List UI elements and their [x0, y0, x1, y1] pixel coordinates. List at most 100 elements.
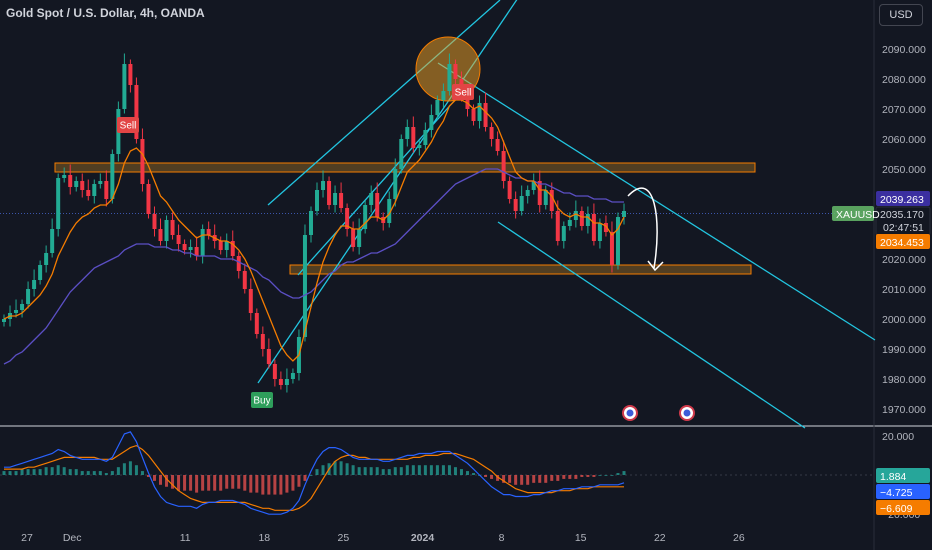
- candle-body: [399, 139, 404, 169]
- macd-histogram-bar: [544, 475, 548, 483]
- candle-body: [104, 181, 109, 199]
- countdown-tag: 02:47:51: [883, 222, 924, 234]
- macd-histogram-bar: [399, 467, 403, 475]
- candle-body: [315, 190, 320, 211]
- macd-histogram-bar: [351, 465, 355, 475]
- sell-signal-label: Sell: [120, 121, 137, 132]
- macd-histogram-bar: [508, 475, 512, 483]
- candle-body: [230, 241, 235, 256]
- macd-histogram-bar: [249, 475, 253, 493]
- buy-signal-badge: [251, 392, 273, 408]
- candle-body: [2, 319, 6, 322]
- candle-body: [519, 196, 524, 211]
- price-tick-label: 2050.000: [882, 164, 926, 176]
- macd-histogram-bar: [207, 475, 211, 491]
- time-tick-label: 22: [654, 532, 666, 544]
- candle-body: [206, 229, 211, 235]
- time-tick-label: Dec: [63, 532, 82, 544]
- macd-histogram-bar: [453, 467, 457, 475]
- macd-histogram-bar: [14, 471, 18, 475]
- macd-histogram-bar: [363, 467, 367, 475]
- channel-lower-line: [297, 99, 456, 276]
- macd-histogram-bar: [8, 471, 12, 475]
- macd-histogram-bar: [574, 475, 578, 479]
- macd-histogram-bar: [134, 465, 138, 475]
- descending-upper-line: [437, 62, 876, 341]
- macd-histogram-bar: [26, 469, 30, 475]
- macd-histogram-bar: [297, 475, 301, 487]
- candle-body: [429, 115, 434, 130]
- macd-histogram-bar: [490, 475, 494, 479]
- candle-body: [471, 109, 476, 121]
- macd-histogram-bar: [189, 475, 193, 491]
- last-price-tag: 2035.170: [880, 209, 924, 221]
- candle-body: [302, 235, 307, 337]
- macd-histogram-bar: [195, 475, 199, 493]
- candle-body: [622, 211, 626, 217]
- channel-mid-line: [267, 0, 501, 206]
- price-tick-label: 1970.000: [882, 404, 926, 416]
- candle-body: [441, 91, 446, 100]
- macd-histogram-bar: [315, 469, 319, 475]
- candle-body: [188, 247, 193, 250]
- time-tick-label: 25: [338, 532, 350, 544]
- candle-body: [327, 181, 332, 205]
- macd-histogram-bar: [405, 465, 409, 475]
- ma-slow-tag: 2039.263: [880, 194, 924, 206]
- macd-histogram-bar: [128, 461, 132, 475]
- candle-body: [254, 313, 259, 334]
- price-tick-label: 2000.000: [882, 314, 926, 326]
- macd-histogram-bar: [592, 475, 596, 477]
- time-tick-label: 8: [499, 532, 505, 544]
- macd-signal-line: [4, 444, 624, 511]
- candle-body: [369, 193, 374, 205]
- sell-signal-label: Sell: [455, 88, 472, 99]
- candle-body: [567, 220, 572, 226]
- macd-histogram-bar: [610, 475, 614, 476]
- macd-histogram-bar: [339, 461, 343, 475]
- macd-tick-label: 20.000: [882, 431, 914, 443]
- macd-histogram-bar: [201, 475, 205, 491]
- macd-line: [4, 431, 625, 515]
- macd-histogram-bar: [261, 475, 265, 495]
- macd-histogram-bar: [152, 475, 156, 481]
- time-axis[interactable]: 27 Dec 11 18 25 2024 8 15 22 26: [21, 532, 745, 544]
- currency-button[interactable]: USD: [879, 4, 923, 26]
- candle-body: [200, 229, 205, 256]
- candle-body: [266, 349, 271, 364]
- price-tick-label: 1990.000: [882, 344, 926, 356]
- candle-body: [447, 64, 452, 91]
- trend-drawings[interactable]: [257, 0, 876, 429]
- macd-histogram-bar: [472, 473, 476, 475]
- price-axis[interactable]: 2090.000 2080.000 2070.000 2060.000 2050.000…: [882, 44, 926, 521]
- sell-signal-badge: [117, 117, 139, 133]
- macd-histogram-bar: [586, 475, 590, 477]
- candle-body: [561, 226, 566, 241]
- macd-histogram-bar: [604, 475, 608, 476]
- macd-histogram-tag: 1.884: [880, 471, 906, 483]
- macd-value-tag: −4.725: [880, 487, 913, 499]
- macd-histogram-bar: [2, 471, 6, 475]
- macd-histogram-bar: [159, 475, 163, 485]
- candle-body: [489, 127, 494, 139]
- time-tick-label: 18: [258, 532, 270, 544]
- macd-histogram-bar: [183, 475, 187, 491]
- price-tick-label: 2090.000: [882, 44, 926, 56]
- macd-histogram-bar: [345, 463, 349, 475]
- candle-body: [537, 181, 542, 205]
- macd-histogram-bar: [496, 475, 500, 481]
- candle-body: [531, 181, 536, 190]
- macd-histogram-bar: [550, 475, 554, 481]
- candle-body: [158, 229, 163, 241]
- candle-body: [375, 193, 380, 217]
- macd-histogram-bar: [435, 465, 439, 475]
- macd-value-tag-bg: [876, 484, 930, 499]
- macd-histogram-bar: [357, 467, 361, 475]
- candle-body: [56, 178, 61, 229]
- candle-body: [242, 271, 247, 289]
- horizontal-zones[interactable]: [54, 162, 756, 275]
- moving-averages: [3, 99, 625, 365]
- macd-histogram-bar: [291, 475, 295, 491]
